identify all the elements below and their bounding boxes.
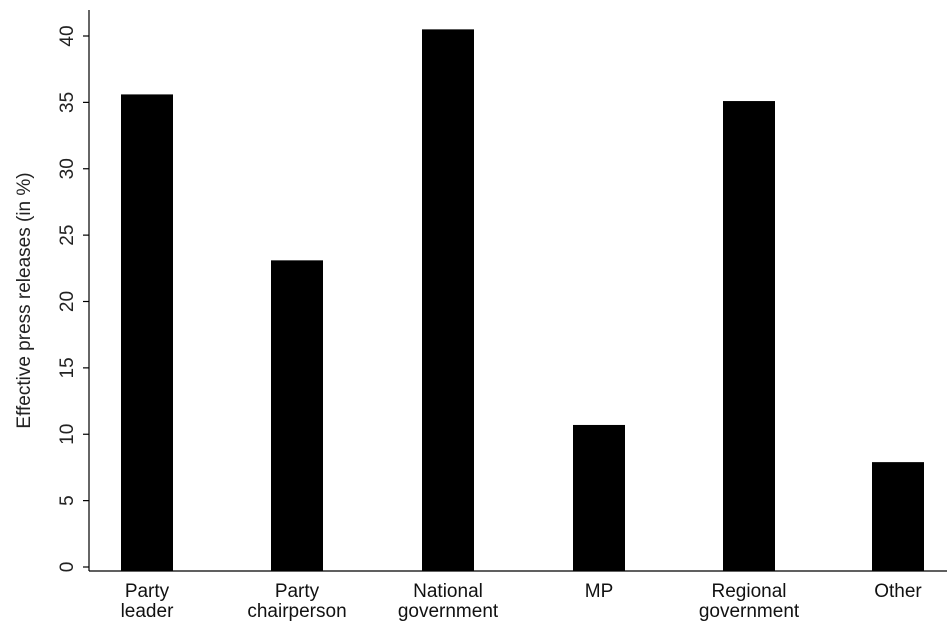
bar [573,424,625,571]
x-category-label: Party leader [121,581,174,622]
x-category-label: Other [874,581,922,602]
x-axis-labels: Party leader Party chairperson National gover… [121,581,923,622]
bar [872,462,924,571]
y-axis-ticks: 0 5 10 15 20 25 30 35 40 [57,25,89,572]
bar [422,29,474,572]
bars [121,29,924,572]
y-tick-label: 5 [57,495,78,506]
y-axis-title: Effective press releases (in %) [14,172,35,428]
bar [121,94,173,571]
bar [271,260,323,571]
x-category-label: MP [585,581,614,602]
y-tick-label: 30 [57,158,78,179]
y-tick-label: 15 [57,357,78,378]
y-tick-label: 35 [57,92,78,113]
x-category-label: Regional government [699,581,800,622]
y-tick-label: 40 [57,25,78,46]
bar [723,101,775,572]
x-category-label: National government [398,581,499,622]
y-tick-label: 10 [57,424,78,445]
x-category-label: Party chairperson [247,581,346,622]
y-tick-label: 0 [57,562,78,573]
y-tick-label: 25 [57,225,78,246]
y-tick-label: 20 [57,291,78,312]
